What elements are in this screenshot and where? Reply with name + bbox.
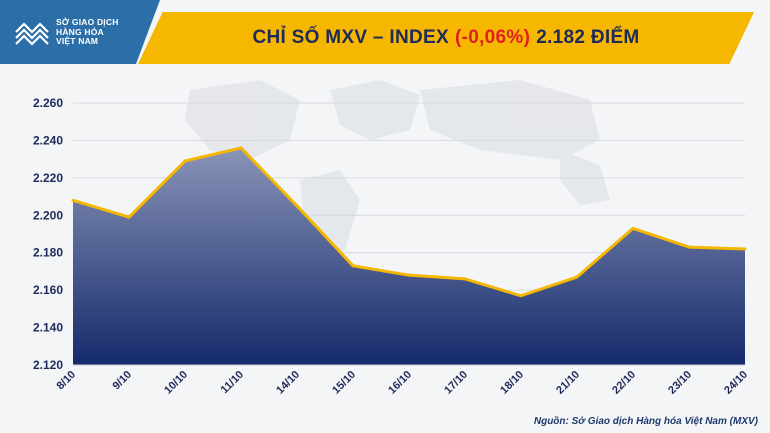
data-point: [631, 226, 635, 230]
y-tick-label: 2.140: [33, 321, 63, 335]
data-point: [71, 198, 75, 202]
data-point: [239, 146, 243, 150]
y-tick-label: 2.220: [33, 171, 63, 185]
x-tick-label: 17/10: [442, 369, 470, 397]
data-point: [351, 264, 355, 268]
logo: SỞ GIAO DỊCH HÀNG HÓA VIỆT NAM: [0, 0, 160, 64]
y-tick-label: 2.120: [33, 358, 63, 372]
y-tick-label: 2.200: [33, 208, 63, 222]
data-point: [463, 277, 467, 281]
x-tick-label: 10/10: [162, 369, 190, 397]
x-axis: 8/10 9/10 10/10 11/10 14/10 15/10 16/10 17/10 18…: [54, 369, 750, 397]
x-tick-label: 23/10: [666, 369, 694, 397]
data-point: [743, 247, 747, 251]
x-tick-label: 8/10: [54, 369, 78, 393]
data-point: [519, 294, 523, 298]
x-tick-label: 18/10: [498, 369, 526, 397]
mxv-logo-icon: [15, 22, 49, 46]
area-fill: [73, 147, 745, 365]
data-point: [407, 273, 411, 277]
logo-text: SỞ GIAO DỊCH HÀNG HÓA VIỆT NAM: [56, 17, 119, 47]
y-tick-label: 2.160: [33, 283, 63, 297]
chart-title: CHỈ SỐ MXV – INDEX (-0,06%) 2.182 ĐIỂM: [138, 12, 754, 64]
logo-line-2: HÀNG HÓA: [56, 26, 104, 37]
data-point: [127, 215, 131, 219]
header: SỞ GIAO DỊCH HÀNG HÓA VIỆT NAM CHỈ SỐ MX…: [0, 0, 770, 64]
x-tick-label: 15/10: [330, 369, 358, 397]
logo-line-1: SỞ GIAO DỊCH: [56, 17, 119, 27]
source-note: Nguồn: Sở Giao dịch Hàng hóa Việt Nam (M…: [533, 416, 758, 427]
y-tick-label: 2.180: [33, 246, 63, 260]
x-tick-label: 9/10: [110, 369, 134, 393]
data-point: [575, 275, 579, 279]
x-tick-label: 16/10: [386, 369, 414, 397]
data-point: [687, 245, 691, 249]
data-point: [183, 159, 187, 163]
x-tick-label: 24/10: [722, 369, 750, 397]
title-change: (-0,06%): [454, 27, 531, 48]
data-point: [295, 204, 299, 208]
x-tick-label: 22/10: [610, 369, 638, 397]
y-tick-label: 2.240: [33, 133, 63, 147]
logo-line-3: VIỆT NAM: [56, 36, 99, 46]
data-points: [71, 146, 747, 298]
x-tick-label: 11/10: [219, 369, 247, 397]
y-axis: 2.120 2.140 2.160 2.180 2.200 2.220 2.240 2.260: [33, 96, 63, 372]
title-suffix: 2.182 ĐIỂM: [536, 27, 640, 48]
title-prefix: CHỈ SỐ MXV – INDEX: [252, 27, 449, 48]
y-tick-label: 2.260: [33, 96, 63, 110]
x-tick-label: 21/10: [554, 369, 582, 397]
x-tick-label: 14/10: [274, 369, 302, 397]
title-bar: CHỈ SỐ MXV – INDEX (-0,06%) 2.182 ĐIỂM: [138, 12, 754, 64]
